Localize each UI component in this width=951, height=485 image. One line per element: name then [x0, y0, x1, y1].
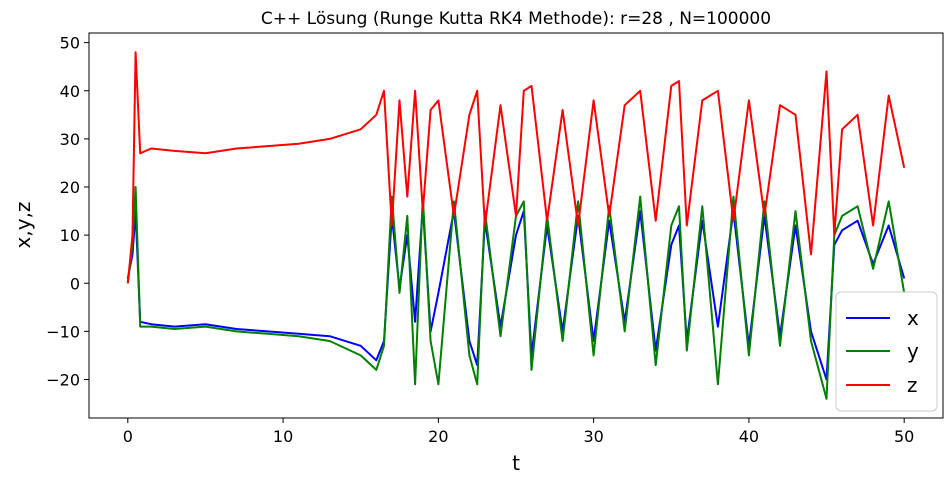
y-tick-label: −20: [46, 371, 80, 390]
chart-title: C++ Lösung (Runge Kutta RK4 Methode): r=…: [261, 9, 771, 29]
y-tick-label: 30: [60, 130, 80, 149]
legend: x y z: [835, 291, 938, 412]
x-tick-label: 30: [583, 427, 603, 446]
series-line-y: [126, 186, 906, 400]
y-axis-label: x,y,z: [11, 202, 35, 249]
x-tick-label: 0: [123, 427, 133, 446]
legend-label-x: x: [907, 306, 919, 330]
y-tick-label: 20: [60, 178, 80, 197]
plot-area: [126, 51, 906, 400]
y-tick-label: −10: [46, 322, 80, 341]
x-tick-label: 20: [428, 427, 448, 446]
x-axis-label: t: [512, 451, 520, 475]
legend-label-z: z: [907, 373, 918, 397]
x-tick-label: 10: [273, 427, 293, 446]
legend-label-y: y: [907, 339, 919, 363]
y-tick-label: 50: [60, 34, 80, 53]
y-tick-label: 0: [70, 274, 80, 293]
x-tick-label: 50: [894, 427, 914, 446]
y-tick-label: 40: [60, 82, 80, 101]
axis-ticks: 0 10 20 30 40 50 −20 −10 0 10 20 30 40 50: [46, 34, 914, 446]
series-line-z: [126, 51, 906, 284]
plot-frame: [88, 32, 944, 419]
series-line-x: [126, 205, 906, 381]
y-tick-label: 10: [60, 226, 80, 245]
x-tick-label: 40: [739, 427, 759, 446]
